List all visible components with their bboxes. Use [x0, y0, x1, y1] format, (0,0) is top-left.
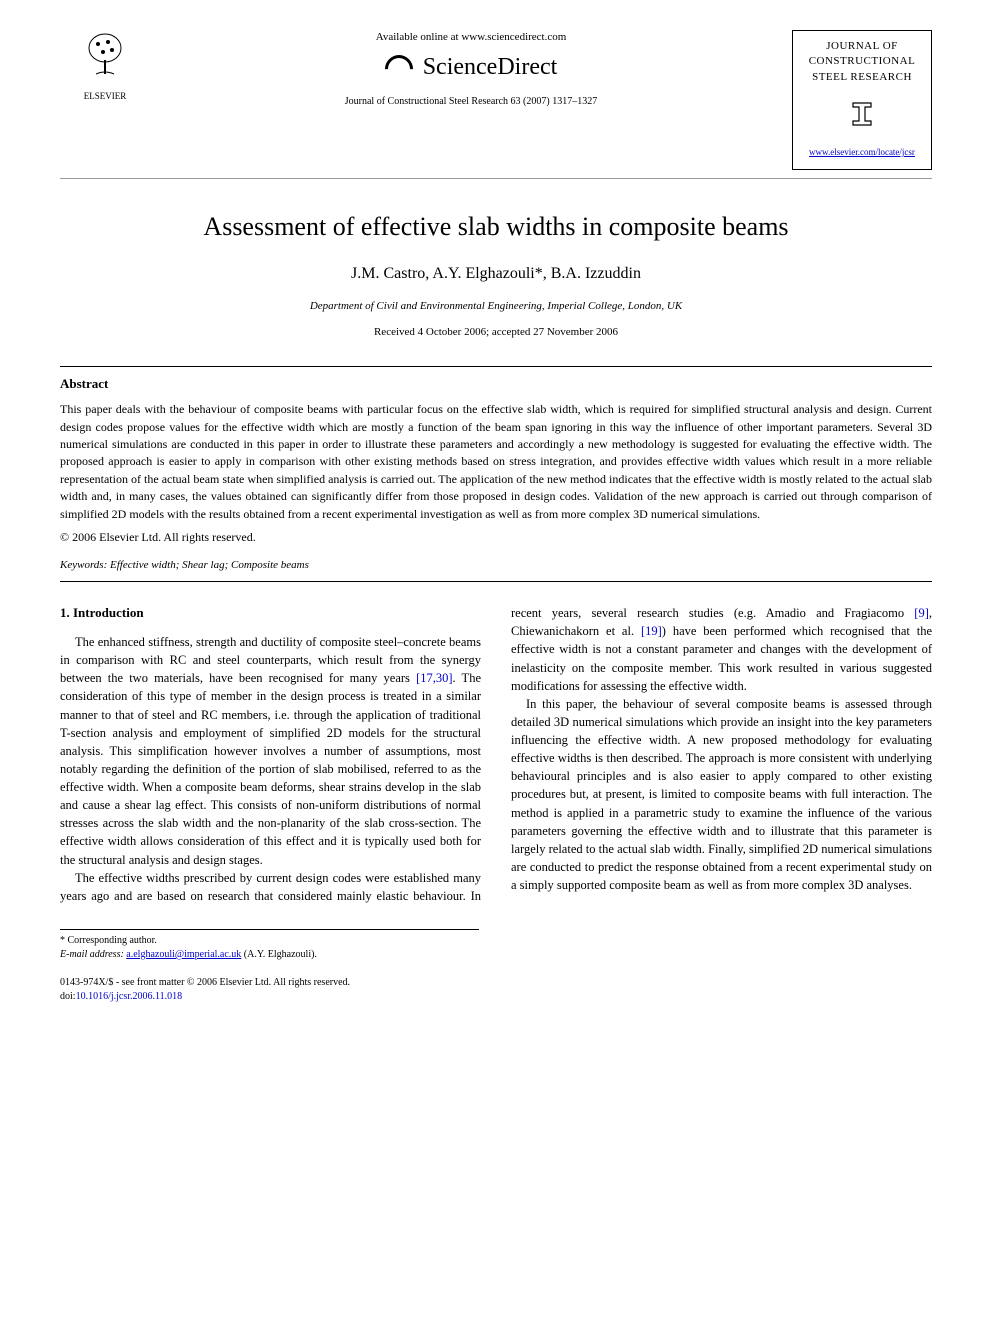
article-title: Assessment of effective slab widths in c… [60, 209, 932, 245]
introduction-heading: 1. Introduction [60, 604, 481, 623]
intro-p1-text-b: . The consideration of this type of memb… [60, 671, 481, 866]
abstract-top-divider [60, 366, 932, 367]
keywords-value: Effective width; Shear lag; Composite be… [110, 559, 309, 571]
email-line: E-mail address: a.elghazouli@imperial.ac… [60, 948, 479, 962]
page-header: ELSEVIER Available online at www.science… [60, 30, 932, 170]
publisher-name: ELSEVIER [60, 90, 150, 103]
received-accepted-dates: Received 4 October 2006; accepted 27 Nov… [60, 325, 932, 340]
keywords-label: Keywords: [60, 559, 107, 571]
sciencedirect-logo: ScienceDirect [170, 51, 772, 85]
corresponding-author-note: * Corresponding author. [60, 934, 479, 948]
email-label: E-mail address: [60, 949, 124, 960]
abstract-heading: Abstract [60, 375, 932, 393]
citation-link-19[interactable]: [19] [641, 624, 662, 638]
doi-link[interactable]: 10.1016/j.jcsr.2006.11.018 [76, 991, 183, 1002]
journal-link[interactable]: www.elsevier.com/locate/jcsr [809, 147, 915, 157]
affiliation: Department of Civil and Environmental En… [60, 299, 932, 314]
body-two-column: 1. Introduction The enhanced stiffness, … [60, 604, 932, 905]
intro-paragraph-3: In this paper, the behaviour of several … [511, 695, 932, 894]
front-matter-text: 0143-974X/$ - see front matter © 2006 El… [60, 976, 350, 990]
journal-ibeam-icon [799, 99, 925, 137]
available-online-text: Available online at www.sciencedirect.co… [170, 30, 772, 45]
doi-line: doi:10.1016/j.jcsr.2006.11.018 [60, 990, 350, 1004]
doi-label: doi: [60, 991, 76, 1002]
center-header: Available online at www.sciencedirect.co… [150, 30, 792, 109]
publisher-logo: ELSEVIER [60, 30, 150, 103]
email-link[interactable]: a.elghazouli@imperial.ac.uk [126, 949, 241, 960]
authors-line: J.M. Castro, A.Y. Elghazouli*, B.A. Izzu… [60, 263, 932, 285]
abstract-text: This paper deals with the behaviour of c… [60, 401, 932, 523]
keywords-line: Keywords: Effective width; Shear lag; Co… [60, 558, 932, 573]
elsevier-tree-icon [60, 30, 150, 90]
keywords-bottom-divider [60, 581, 932, 582]
journal-box: JOURNAL OF CONSTRUCTIONAL STEEL RESEARCH… [792, 30, 932, 170]
sciencedirect-arc-icon [379, 49, 419, 89]
sciencedirect-text: ScienceDirect [423, 54, 558, 80]
header-divider [60, 178, 932, 179]
journal-box-name: JOURNAL OF CONSTRUCTIONAL STEEL RESEARCH [799, 39, 925, 85]
footnote-block: * Corresponding author. E-mail address: … [60, 929, 479, 962]
journal-reference: Journal of Constructional Steel Research… [170, 95, 772, 109]
page-footer: 0143-974X/$ - see front matter © 2006 El… [60, 976, 932, 1004]
citation-link-17-30[interactable]: [17,30] [416, 671, 452, 685]
citation-link-9[interactable]: [9] [914, 606, 929, 620]
email-author: (A.Y. Elghazouli). [244, 949, 317, 960]
footer-left: 0143-974X/$ - see front matter © 2006 El… [60, 976, 350, 1004]
abstract-copyright: © 2006 Elsevier Ltd. All rights reserved… [60, 529, 932, 546]
intro-paragraph-1: The enhanced stiffness, strength and duc… [60, 633, 481, 869]
